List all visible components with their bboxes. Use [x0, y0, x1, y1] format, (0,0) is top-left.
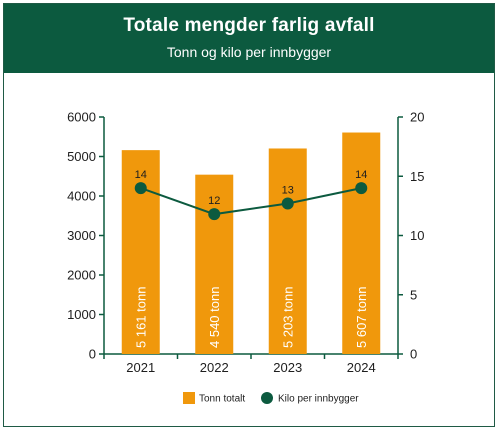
y-left-tick-label: 2000: [67, 268, 96, 283]
chart-subtitle: Tonn og kilo per innbygger: [166, 44, 332, 60]
y-left-tick-label: 0: [89, 347, 96, 362]
y-left-tick-label: 1000: [67, 307, 96, 322]
line-series: [140, 187, 362, 216]
y-right-tick-label: 15: [410, 169, 424, 184]
bar-value-label: 5 607 tonn: [354, 287, 369, 348]
line-point: [355, 182, 368, 195]
line-point: [208, 208, 221, 221]
x-tick-label: 2022: [200, 360, 229, 375]
bar: [342, 132, 381, 354]
line-point-label: 13: [282, 185, 294, 197]
y-right-tick-label: 10: [410, 228, 424, 243]
x-tick-label: 2024: [347, 360, 376, 375]
line-point-label: 12: [208, 195, 220, 207]
legend-swatch-bar: [183, 392, 195, 404]
y-left-tick-label: 6000: [67, 110, 96, 125]
chart-header: Totale mengder farlig avfall Tonn og kil…: [4, 4, 494, 73]
line-point-label: 14: [355, 169, 367, 181]
bar-value-label: 4 540 tonn: [207, 287, 222, 348]
y-right-tick-label: 0: [410, 347, 417, 362]
bar: [268, 148, 307, 354]
line-point: [134, 182, 147, 195]
y-left-tick-label: 4000: [67, 189, 96, 204]
chart-title: Totale mengder farlig avfall: [123, 15, 375, 36]
y-left-tick-label: 3000: [67, 228, 96, 243]
x-tick-label: 2021: [126, 360, 155, 375]
y-right-tick-label: 20: [410, 110, 424, 125]
legend-label-bar: Tonn totalt: [199, 394, 245, 405]
y-right-tick-label: 5: [410, 287, 417, 302]
legend-swatch-line: [261, 392, 273, 404]
line-point-label: 14: [135, 169, 147, 181]
chart-card: Totale mengder farlig avfall Tonn og kil…: [3, 3, 495, 427]
x-tick-label: 2023: [273, 360, 302, 375]
y-left-tick-label: 5000: [67, 149, 96, 164]
bar-value-label: 5 203 tonn: [280, 287, 295, 348]
bar: [195, 174, 234, 354]
line-point: [281, 197, 294, 210]
bar-value-label: 5 161 tonn: [133, 287, 148, 348]
legend-label-line: Kilo per innbygger: [278, 394, 359, 405]
